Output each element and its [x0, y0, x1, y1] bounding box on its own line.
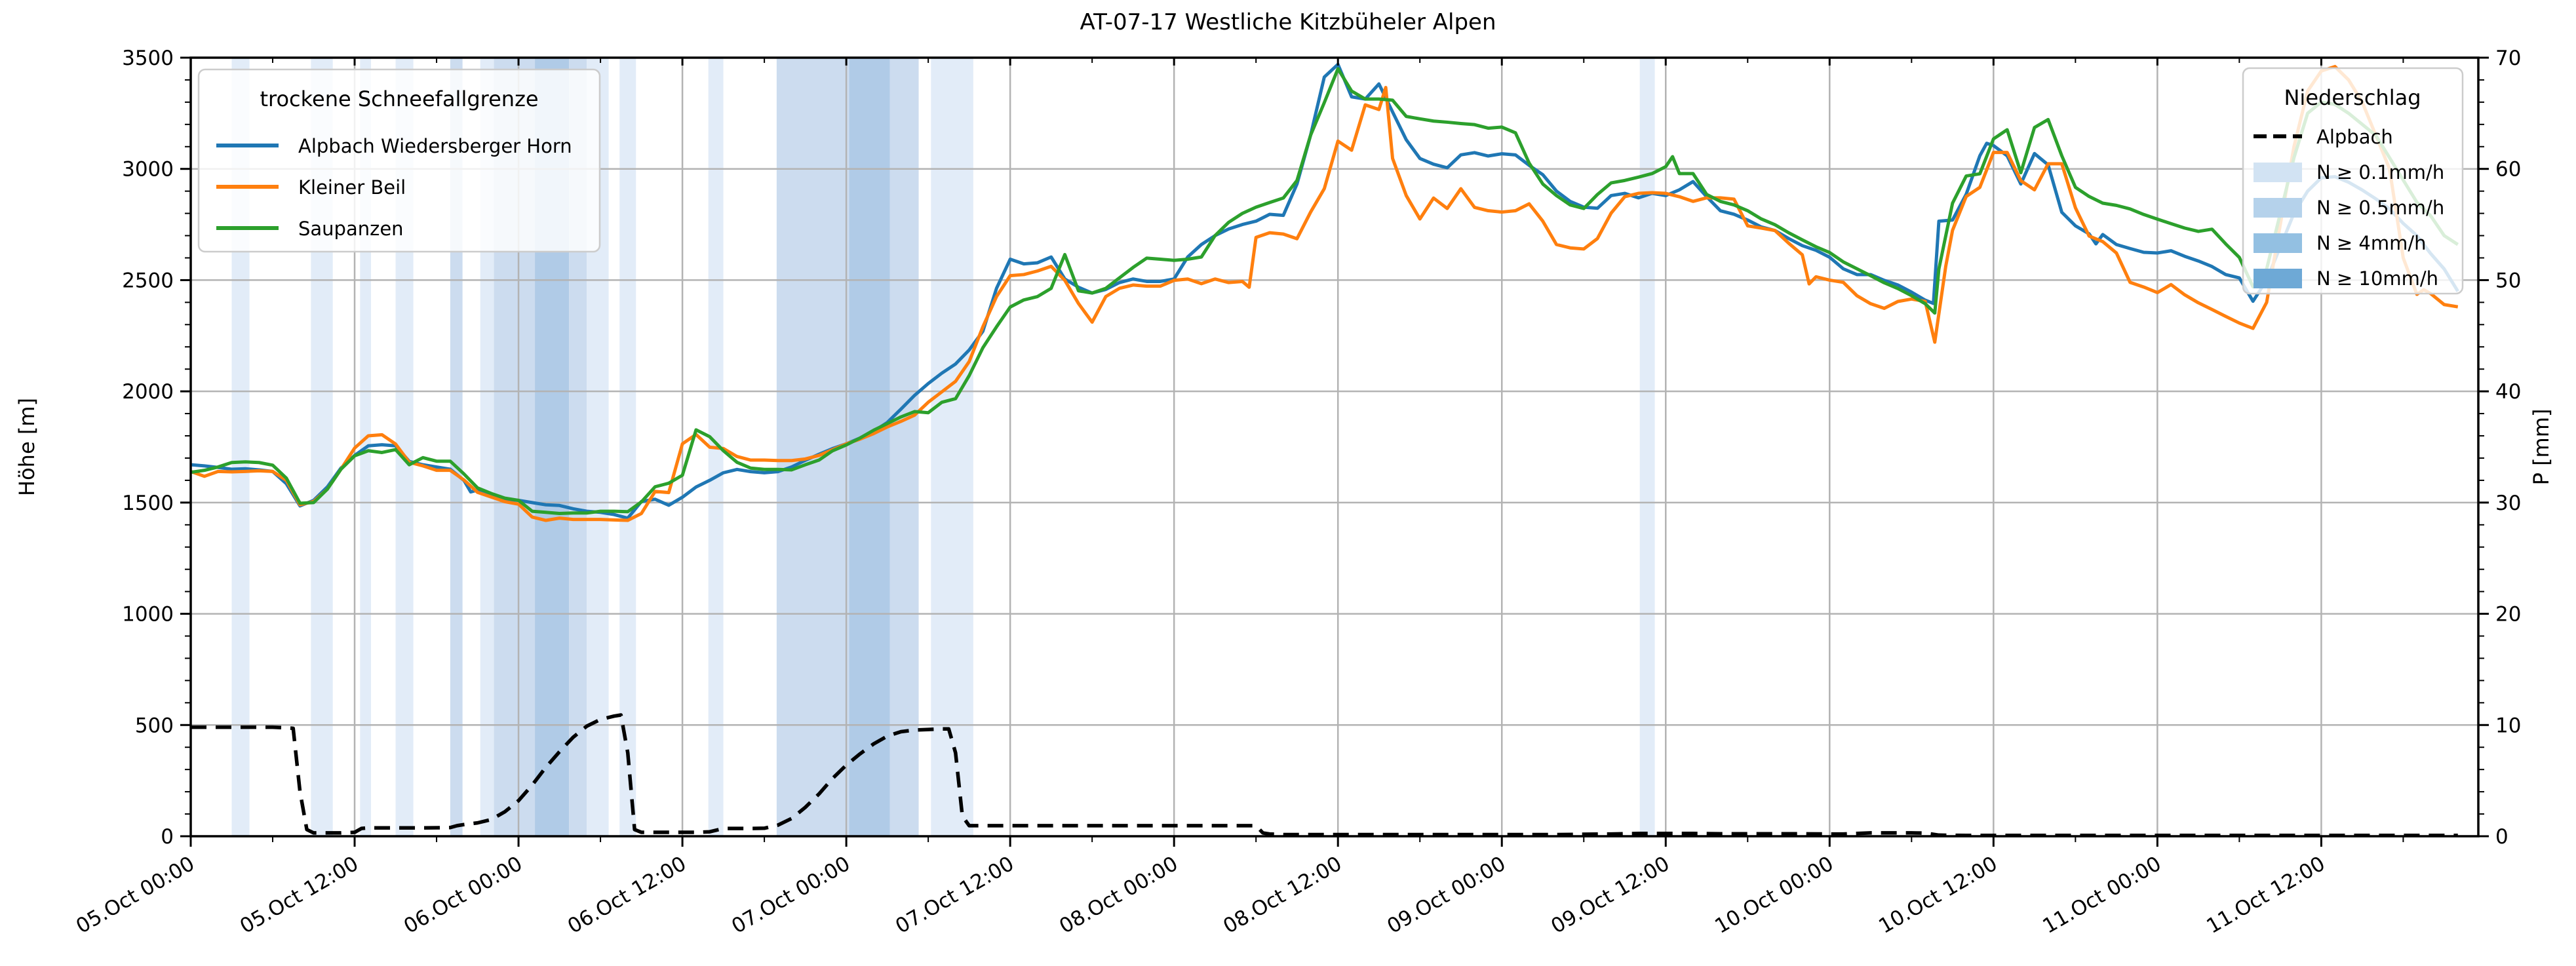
- legend-snowline: trockene Schneefallgrenze Alpbach Wieders…: [197, 68, 601, 253]
- legend-item-label: N ≥ 4mm/h: [2316, 232, 2427, 254]
- series-kleiner-beil: [190, 65, 2459, 522]
- y-right-tick-label: 70: [2495, 47, 2521, 70]
- axis-ticks: [180, 56, 2489, 847]
- precip-band: [619, 58, 636, 836]
- y-right-tick-label: 60: [2495, 158, 2521, 182]
- legend-precip: Niederschlag Alpbach N ≥ 0.1mm/h N ≥ 0.5mm/…: [2242, 67, 2464, 295]
- precip-band: [889, 58, 919, 836]
- y-left-axis-label: Höhe [m]: [14, 398, 39, 496]
- x-tick-label: 09.Oct 00:00: [1383, 852, 1510, 938]
- x-tick-label: 06.Oct 00:00: [400, 852, 526, 938]
- series-alpbach: [191, 713, 2458, 838]
- x-tick-label: 05.Oct 12:00: [236, 852, 362, 938]
- legend-item-label: Saupanzen: [298, 218, 404, 240]
- legend-band-swatch: [2254, 269, 2302, 288]
- y-left-tick-label: 3000: [122, 158, 174, 182]
- y-left-tick-label: 1000: [122, 603, 174, 627]
- x-tick-label: 11.Oct 00:00: [2039, 852, 2165, 938]
- x-tick-label: 09.Oct 12:00: [1547, 852, 1673, 938]
- legend-precip-title: Niederschlag: [2284, 85, 2421, 110]
- y-right-tick-label: 50: [2495, 269, 2521, 292]
- y-right-tick-label: 30: [2495, 492, 2521, 515]
- legend-snowline-title: trockene Schneefallgrenze: [260, 87, 538, 111]
- x-tick-label: 11.Oct 12:00: [2202, 852, 2329, 938]
- x-tick-label: 06.Oct 12:00: [564, 852, 690, 938]
- y-left-tick-label: 2500: [122, 269, 174, 292]
- x-tick-label: 07.Oct 00:00: [728, 852, 854, 938]
- y-left-tick-label: 2000: [122, 380, 174, 404]
- y-left-tick-label: 0: [161, 825, 174, 849]
- y-left-tick-label: 1500: [122, 492, 174, 515]
- x-tick-label: 10.Oct 12:00: [1875, 852, 2001, 938]
- y-right-tick-label: 20: [2495, 603, 2521, 627]
- y-left-tick-label: 3500: [122, 47, 174, 70]
- y-right-tick-label: 40: [2495, 380, 2521, 404]
- legend-item-label: Alpbach: [2316, 126, 2393, 148]
- series-saupanzen: [190, 67, 2459, 515]
- y-left-tick-label: 500: [135, 714, 174, 737]
- chart-title: AT-07-17 Westliche Kitzbüheler Alpen: [1080, 9, 1496, 35]
- legend-item-label: Kleiner Beil: [298, 176, 406, 199]
- plot-border: [189, 56, 2480, 838]
- legend-item-label: Alpbach Wiedersberger Horn: [298, 135, 572, 157]
- legend-item-label: N ≥ 0.1mm/h: [2316, 161, 2444, 184]
- x-tick-label: 07.Oct 12:00: [891, 852, 1018, 938]
- y-right-tick-label: 0: [2495, 825, 2508, 849]
- precip-band: [849, 58, 890, 836]
- legend-snowline-box: [197, 68, 601, 253]
- x-tick-label: 08.Oct 12:00: [1219, 852, 1346, 938]
- y-right-tick-label: 10: [2495, 714, 2521, 737]
- precip-band: [1639, 58, 1655, 836]
- x-tick-label: 10.Oct 00:00: [1711, 852, 1837, 938]
- x-tick-label: 05.Oct 00:00: [72, 852, 199, 938]
- legend-band-swatch: [2254, 233, 2302, 253]
- legend-band-swatch: [2254, 198, 2302, 218]
- precip-band: [931, 58, 973, 836]
- x-tick-label: 08.Oct 00:00: [1055, 852, 1182, 938]
- y-right-axis-label: P [mm]: [2529, 409, 2554, 486]
- legend-item-label: N ≥ 0.5mm/h: [2316, 197, 2444, 219]
- legend-item-label: N ≥ 10mm/h: [2316, 267, 2438, 290]
- legend-band-swatch: [2254, 163, 2302, 182]
